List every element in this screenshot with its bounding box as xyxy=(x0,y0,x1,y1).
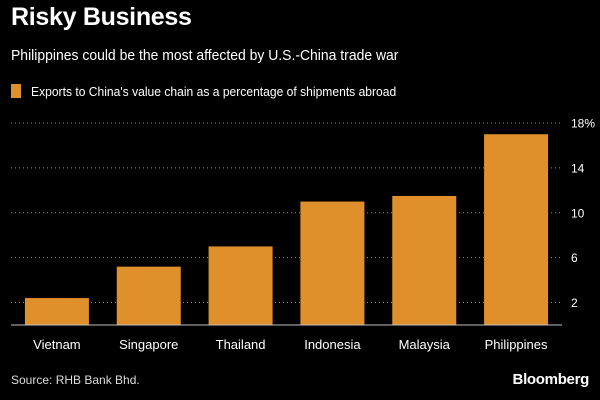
bar xyxy=(300,201,365,325)
y-tick-label: 18% xyxy=(571,117,595,131)
bar xyxy=(208,246,273,325)
bar xyxy=(392,195,457,325)
legend-swatch xyxy=(11,84,21,98)
bloomberg-logo: Bloomberg xyxy=(512,371,590,388)
source-note: Source: RHB Bank Bhd. xyxy=(11,373,140,387)
bar xyxy=(484,134,549,325)
x-tick-label: Singapore xyxy=(119,337,178,352)
legend: Exports to China's value chain as a perc… xyxy=(11,83,424,99)
x-tick-label: Indonesia xyxy=(304,337,361,352)
x-tick-label: Vietnam xyxy=(33,337,80,352)
x-tick-label: Thailand xyxy=(216,337,266,352)
bar xyxy=(116,266,181,325)
x-tick-label: Philippines xyxy=(485,337,548,352)
chart-subtitle: Philippines could be the most affected b… xyxy=(11,47,399,64)
y-tick-label: 10 xyxy=(571,206,585,220)
chart-title: Risky Business xyxy=(11,3,192,31)
y-tick-label: 2 xyxy=(571,296,578,310)
y-tick-label: 14 xyxy=(571,161,585,175)
legend-label: Exports to China's value chain as a perc… xyxy=(31,83,397,99)
y-tick-label: 6 xyxy=(571,251,578,265)
x-tick-label: Malaysia xyxy=(399,337,451,352)
bar xyxy=(24,298,89,325)
